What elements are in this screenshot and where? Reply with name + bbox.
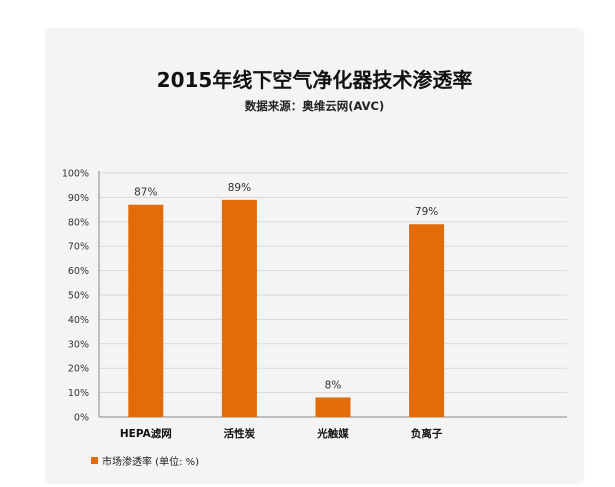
y-tick-label: 30% bbox=[68, 339, 89, 350]
y-tick-label: 0% bbox=[74, 413, 89, 424]
y-tick-label: 60% bbox=[68, 266, 89, 277]
y-tick-label: 100% bbox=[62, 169, 89, 180]
bar bbox=[409, 224, 445, 417]
data-label: 8% bbox=[325, 379, 342, 391]
data-label: 87% bbox=[134, 187, 157, 199]
y-tick-label: 90% bbox=[68, 193, 89, 204]
data-label: 89% bbox=[228, 182, 251, 194]
x-tick-label: 负离子 bbox=[411, 427, 443, 440]
y-tick-label: 10% bbox=[68, 388, 89, 399]
y-tick-label: 80% bbox=[68, 217, 89, 228]
bar bbox=[315, 397, 351, 417]
y-tick-label: 70% bbox=[68, 242, 89, 253]
y-tick-label: 20% bbox=[68, 364, 89, 375]
data-label: 79% bbox=[415, 206, 438, 218]
chart-title: 2015年线下空气净化器技术渗透率 bbox=[156, 68, 473, 92]
bar bbox=[221, 199, 257, 417]
x-tick-label: 活性炭 bbox=[224, 427, 256, 440]
bar bbox=[128, 204, 164, 417]
x-tick-label: 光触媒 bbox=[316, 427, 349, 440]
legend-label: 市场渗透率 (单位: %) bbox=[102, 457, 200, 468]
y-tick-label: 40% bbox=[68, 315, 89, 326]
y-tick-label: 50% bbox=[68, 291, 89, 302]
x-tick-label: HEPA滤网 bbox=[120, 427, 172, 440]
chart-legend: 市场渗透率 (单位: %) bbox=[91, 453, 199, 468]
chart-subtitle: 数据来源：奥维云网(AVC) bbox=[244, 99, 385, 113]
legend-swatch bbox=[91, 457, 98, 464]
